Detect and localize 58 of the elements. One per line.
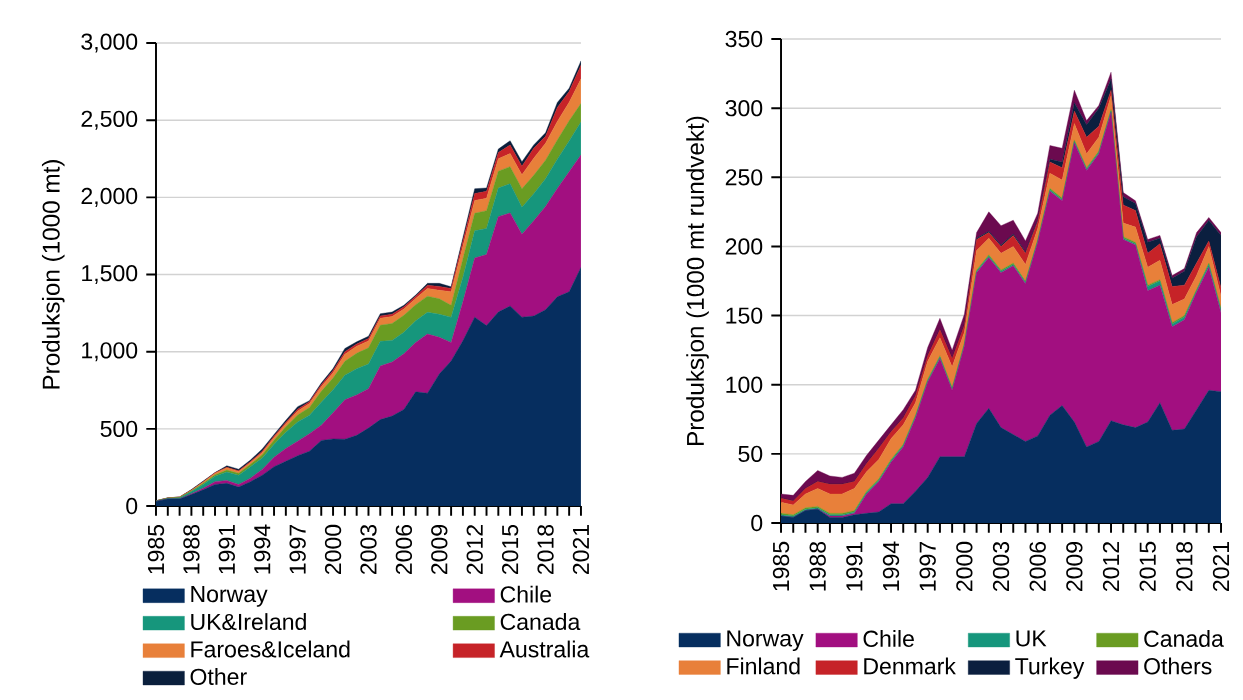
x-tick-label: 1985 — [772, 541, 790, 591]
legend-label: Faroes&Iceland — [191, 640, 350, 658]
x-tick-label: 2000 — [324, 524, 342, 575]
y-tick-label: 0 — [126, 497, 138, 515]
y-tick-label: 2,500 — [81, 110, 138, 130]
legend-label: Canada — [500, 613, 581, 631]
legend-label: Norway — [727, 630, 804, 652]
y-tick-label: 0 — [751, 514, 763, 532]
y-tick-label: 1,000 — [82, 342, 138, 362]
x-tick-label: 1991 — [846, 542, 863, 591]
y-tick-label: 350 — [725, 30, 763, 48]
x-tick-label: 2003 — [360, 524, 377, 575]
y-tick-label: 300 — [725, 100, 763, 117]
x-tick-label: 2006 — [395, 524, 413, 575]
y-tick-label: 2,000 — [81, 187, 138, 207]
y-tick-label: 3,000 — [81, 33, 138, 53]
x-tick-label: 1997 — [919, 542, 936, 591]
y-axis-title: Produksjon (1000 mt rundvekt) — [686, 116, 709, 445]
x-tick-label: 1988 — [809, 541, 826, 591]
x-tick-label: 2015 — [1139, 541, 1156, 592]
legend-label: UK&Ireland — [191, 613, 306, 631]
legend-label: Other — [190, 668, 247, 685]
x-tick-label: 2003 — [992, 541, 1010, 592]
x-tick-label: 2021 — [572, 525, 590, 575]
x-tick-label: 2009 — [1066, 542, 1083, 592]
x-tick-label: 2015 — [501, 524, 519, 575]
x-tick-label: 2018 — [1176, 541, 1193, 592]
legend-label: Turkey — [1015, 657, 1085, 679]
x-tick-label: 1994 — [882, 541, 900, 591]
x-tick-label: 1991 — [218, 525, 235, 574]
legend-label: Chile — [500, 585, 552, 603]
y-tick-label: 150 — [726, 307, 763, 324]
legend-label: Norway — [191, 586, 268, 607]
x-tick-label: 2021 — [1212, 542, 1230, 592]
legend-label: Chile — [863, 630, 914, 647]
x-tick-label: 1997 — [289, 525, 306, 574]
x-tick-label: 1994 — [254, 524, 271, 574]
y-tick-label: 500 — [100, 420, 138, 438]
y-tick-label: 250 — [725, 169, 763, 186]
legend-label: Others — [1144, 657, 1212, 675]
x-tick-label: 2018 — [537, 524, 554, 575]
x-tick-label: 2000 — [956, 541, 973, 592]
legend-label: Canada — [1144, 630, 1224, 647]
y-tick-label: 100 — [726, 376, 763, 393]
x-tick-label: 1985 — [147, 524, 165, 574]
y-tick-label: 50 — [738, 445, 763, 463]
x-tick-label: 2012 — [1102, 542, 1120, 592]
legend-label: UK — [1016, 630, 1047, 647]
x-tick-label: 1988 — [183, 524, 200, 574]
x-tick-label: 2009 — [431, 525, 448, 575]
legend-label: Australia — [499, 640, 590, 658]
legend-label: Finland — [727, 657, 800, 675]
legend-label: Denmark — [864, 657, 956, 675]
y-tick-label: 200 — [725, 238, 763, 255]
x-tick-label: 2012 — [466, 525, 483, 575]
x-tick-label: 2006 — [1029, 541, 1046, 592]
y-axis-title: Produksjon (1000 mt) — [41, 160, 65, 389]
y-tick-label: 1,500 — [82, 265, 138, 285]
